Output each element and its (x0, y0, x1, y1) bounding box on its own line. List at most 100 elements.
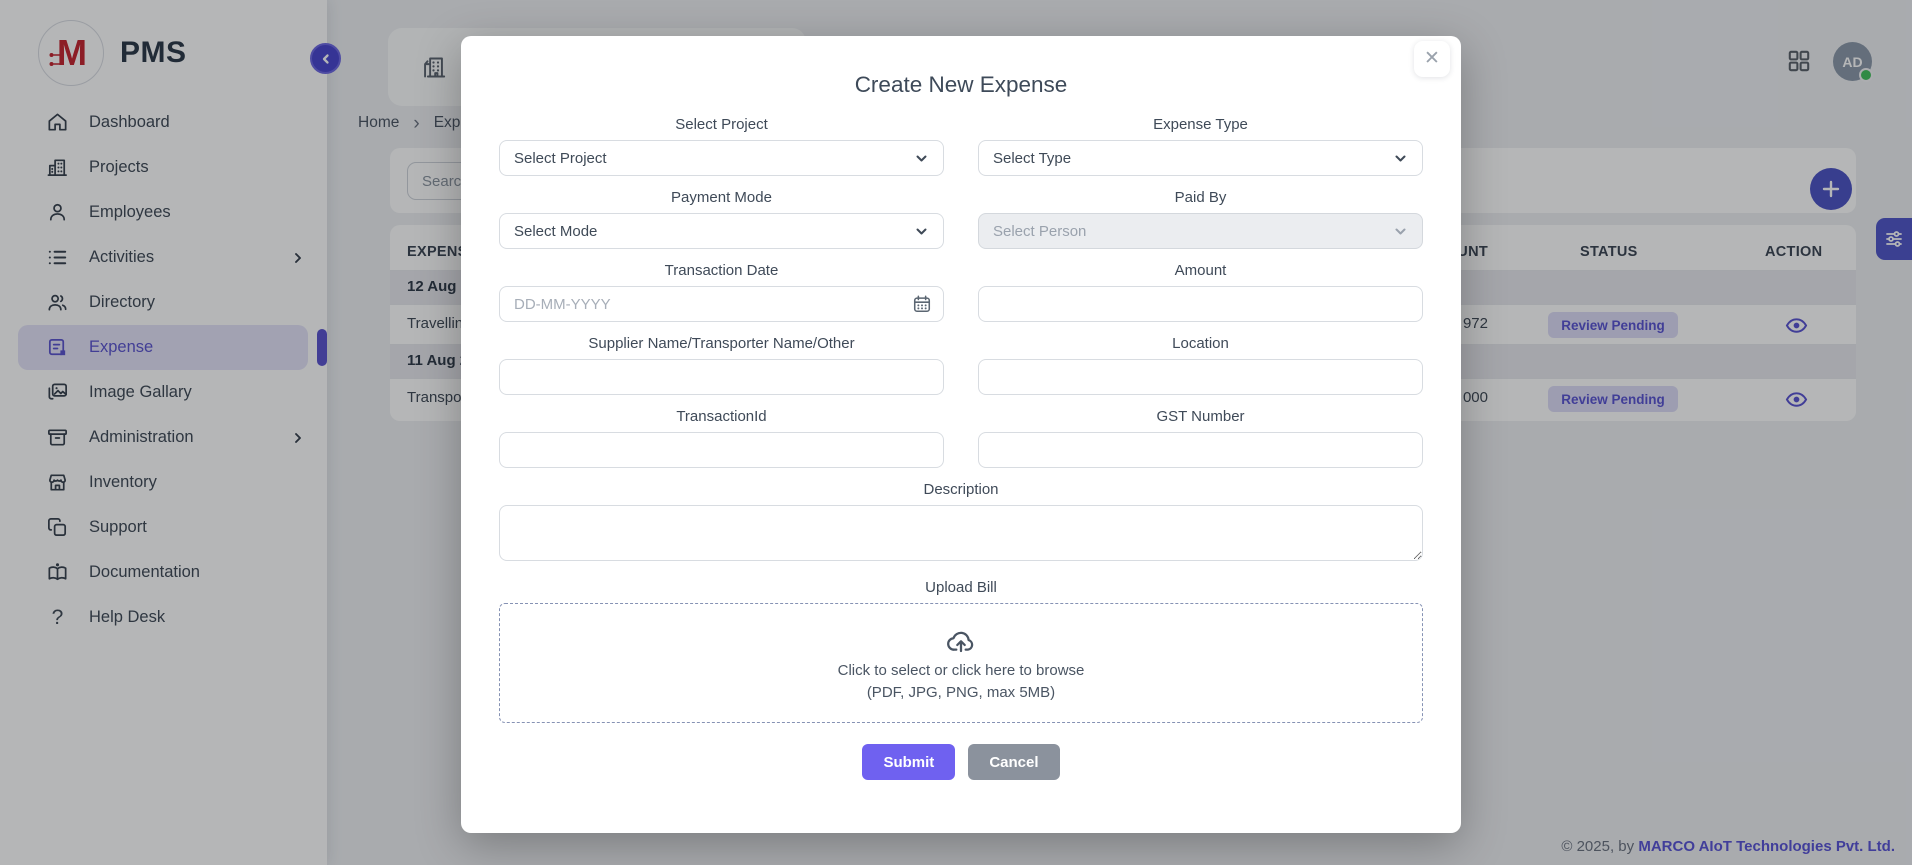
sidebar-item-image-gallary[interactable]: Image Gallary (0, 370, 327, 415)
sidebar-item-label: Directory (89, 293, 156, 311)
sidebar-item-label: Administration (89, 428, 194, 446)
field-label: Transaction Date (664, 262, 779, 279)
chevron-down-icon (916, 155, 927, 161)
chevron-right-icon (295, 432, 301, 443)
archive-box-icon (48, 429, 67, 446)
breadcrumb-home[interactable]: Home (358, 114, 400, 131)
receipt-icon (48, 338, 66, 356)
app-logo[interactable]: M PMS (0, 0, 327, 86)
field-supplier: Supplier Name/Transporter Name/Other (499, 335, 944, 395)
sidebar-item-documentation[interactable]: Documentation (0, 550, 327, 595)
logo-mark-icon: M (38, 20, 104, 86)
sidebar-item-label: Support (89, 518, 147, 536)
field-gst-number: GST Number (978, 408, 1423, 468)
select-value: Select Mode (514, 222, 598, 240)
sidebar-item-label: Expense (89, 338, 154, 356)
description-textarea[interactable] (499, 505, 1423, 561)
image-icon (48, 383, 67, 400)
field-label: Supplier Name/Transporter Name/Other (588, 335, 855, 352)
cancel-button[interactable]: Cancel (968, 744, 1060, 780)
transaction-date-input[interactable] (499, 286, 944, 322)
field-amount: Amount (978, 262, 1423, 322)
chevron-down-icon (916, 228, 927, 234)
company-link[interactable]: MARCO AIoT Technologies Pvt. Ltd. (1638, 838, 1895, 855)
paid-by-select: Select Person (978, 213, 1423, 249)
expense-type-select[interactable]: Select Type (978, 140, 1423, 176)
sidebar-item-support[interactable]: Support (0, 505, 327, 550)
avatar-initials: AD (1842, 53, 1863, 70)
status-text: Review Pending (1561, 317, 1665, 333)
sidebar-item-employees[interactable]: Employees (0, 190, 327, 235)
sidebar-item-administration[interactable]: Administration (0, 415, 327, 460)
sidebar-item-label: Projects (89, 158, 149, 176)
copy-icon (48, 518, 67, 537)
column-header-action: ACTION (1765, 244, 1823, 260)
store-icon (48, 474, 67, 491)
field-label: GST Number (1156, 408, 1245, 425)
sidebar-item-label: Dashboard (89, 113, 170, 131)
field-label: Upload Bill (925, 579, 997, 596)
book-icon (48, 563, 67, 581)
field-label: Select Project (675, 116, 768, 133)
modal-title: Create New Expense (854, 72, 1068, 97)
question-mark-icon: ? (51, 605, 64, 629)
building-icon (424, 57, 446, 77)
sidebar-collapse-button[interactable] (310, 43, 341, 74)
view-expense-button[interactable] (1785, 314, 1808, 337)
select-value: Select Person (993, 222, 1087, 240)
select-value: Select Type (993, 149, 1072, 167)
chevron-right-icon (295, 252, 301, 263)
add-expense-button[interactable] (1810, 168, 1852, 210)
active-indicator (317, 329, 327, 366)
sidebar-item-label: Documentation (89, 563, 200, 581)
sidebar-nav: Dashboard Projects Employees Activities … (0, 100, 327, 640)
sidebar: M PMS Dashboard Projects Employees Activ… (0, 0, 327, 865)
amount-input[interactable] (978, 286, 1423, 322)
sidebar-item-help-desk[interactable]: ? Help Desk (0, 595, 327, 640)
sidebar-item-label: Activities (89, 248, 155, 266)
sidebar-item-inventory[interactable]: Inventory (0, 460, 327, 505)
project-select[interactable]: Select Project (499, 140, 944, 176)
column-header-status: STATUS (1580, 244, 1638, 260)
status-text: Review Pending (1561, 391, 1665, 407)
sidebar-item-label: Employees (89, 203, 171, 221)
create-expense-modal: ✕ Create New Expense Select Project Sele… (461, 36, 1461, 833)
transaction-id-input[interactable] (499, 432, 944, 468)
chevron-down-icon (1395, 155, 1406, 161)
upload-instruction: Click to select or click here to browse (837, 662, 1085, 679)
payment-mode-select[interactable]: Select Mode (499, 213, 944, 249)
list-icon (48, 250, 67, 265)
status-badge: Review Pending (1548, 386, 1678, 412)
close-icon[interactable]: ✕ (1414, 41, 1450, 77)
gst-number-input[interactable] (978, 432, 1423, 468)
sidebar-item-label: Help Desk (89, 608, 166, 626)
supplier-name-input[interactable] (499, 359, 944, 395)
sidebar-item-projects[interactable]: Projects (0, 145, 327, 190)
field-paid-by: Paid By Select Person (978, 189, 1423, 249)
field-transaction-date: Transaction Date (499, 262, 944, 322)
sidebar-item-label: Inventory (89, 473, 157, 491)
sidebar-item-expense[interactable]: Expense (18, 325, 327, 370)
field-label: Location (1172, 335, 1229, 352)
field-label: Description (923, 481, 999, 498)
select-value: Select Project (514, 149, 607, 167)
cloud-upload-icon (947, 631, 974, 653)
sidebar-item-dashboard[interactable]: Dashboard (0, 100, 327, 145)
expense-name: Travelling (407, 315, 472, 332)
apps-grid-button[interactable] (1786, 48, 1812, 74)
modal-actions: Submit Cancel (499, 744, 1423, 780)
users-icon (48, 294, 67, 311)
submit-button[interactable]: Submit (862, 744, 956, 780)
field-select-project: Select Project Select Project (499, 116, 944, 176)
status-badge: Review Pending (1548, 312, 1678, 338)
expense-form: Select Project Select Project Expense Ty… (499, 116, 1423, 723)
sidebar-item-activities[interactable]: Activities (0, 235, 327, 280)
location-input[interactable] (978, 359, 1423, 395)
sidebar-item-directory[interactable]: Directory (0, 280, 327, 325)
upload-dropzone[interactable]: Click to select or click here to browse … (499, 603, 1423, 723)
footer: © 2025, by MARCO AIoT Technologies Pvt. … (1561, 838, 1895, 855)
table-settings-button[interactable] (1876, 218, 1912, 260)
upload-hint: (PDF, JPG, PNG, max 5MB) (866, 684, 1056, 701)
home-icon (48, 113, 67, 131)
view-expense-button[interactable] (1785, 388, 1808, 411)
